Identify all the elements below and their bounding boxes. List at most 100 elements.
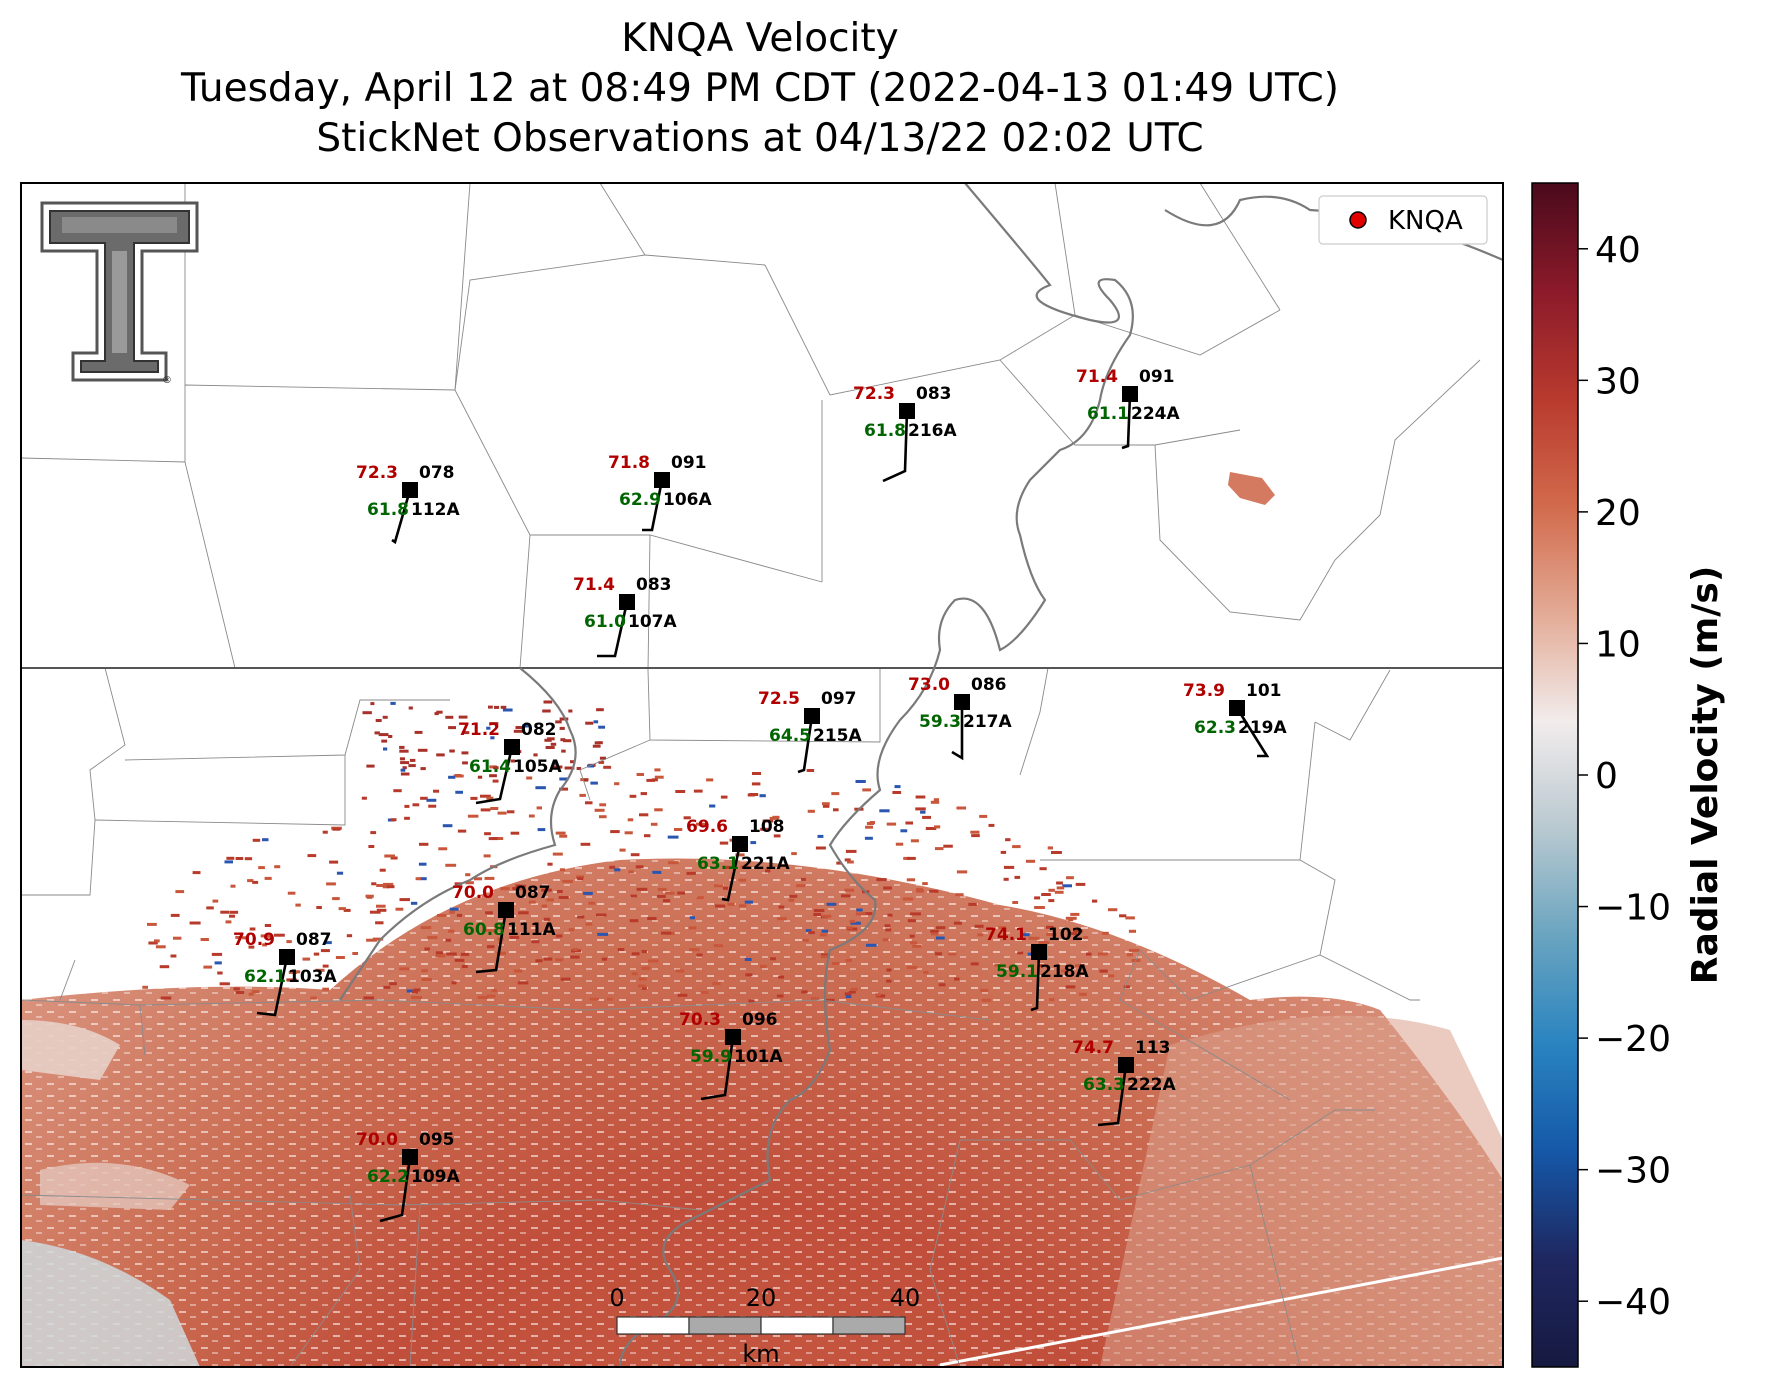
- radar-echo: [420, 767, 426, 771]
- radar-echo: [484, 832, 491, 836]
- radar-echo: [376, 908, 387, 912]
- radar-echo: [845, 995, 852, 998]
- station-106A[interactable]: 71.8 091 62.9 106A: [608, 453, 712, 532]
- radar-echo: [559, 868, 565, 872]
- station-218A[interactable]: 74.1 102 59.1 218A: [985, 925, 1089, 1012]
- radar-echo: [788, 898, 795, 902]
- radar-echo: [477, 995, 488, 999]
- station-219A[interactable]: 73.9 101 62.3 219A: [1183, 681, 1287, 758]
- radar-echo: [662, 899, 671, 903]
- radar-echo: [598, 725, 605, 729]
- radar-echo: [335, 956, 345, 959]
- radar-echo: [956, 870, 968, 874]
- radar-echo: [570, 955, 580, 959]
- radar-echo: [722, 886, 728, 890]
- radar-echo: [738, 878, 747, 882]
- radar-echo: [414, 730, 423, 734]
- radar-echo: [971, 834, 980, 838]
- radar-echo: [568, 709, 573, 713]
- station-temperature: 71.4: [573, 575, 615, 595]
- station-temperature: 74.1: [985, 925, 1027, 945]
- radar-echo: [624, 831, 633, 835]
- radar-echo: [585, 801, 593, 805]
- station-216A[interactable]: 72.3 083 61.8 216A: [853, 384, 957, 483]
- station-111A[interactable]: 70.0 087 60.8 111A: [452, 883, 556, 974]
- radar-echo-scatter: [142, 700, 1141, 1003]
- radar-echo: [1012, 901, 1019, 904]
- radar-echo: [696, 822, 704, 826]
- radar-echo: [674, 828, 683, 831]
- radar-echo: [497, 811, 507, 815]
- station-217A[interactable]: 73.0 086 59.3 217A: [908, 675, 1012, 761]
- radar-echo: [1070, 932, 1077, 936]
- radar-echo: [1046, 933, 1057, 936]
- radar-echo: [610, 830, 620, 834]
- station-wind-direction: 087: [296, 930, 332, 950]
- radar-echo: [248, 945, 255, 949]
- radar-echo: [224, 860, 233, 864]
- registered-mark: ®: [162, 375, 172, 386]
- station-215A[interactable]: 72.5 097 64.5 215A: [758, 689, 862, 774]
- radar-echo: [264, 924, 272, 927]
- station-107A[interactable]: 71.4 083 61.0 107A: [573, 575, 677, 658]
- radar-echo: [892, 791, 902, 794]
- radar-echo: [400, 772, 410, 776]
- radar-echo: [411, 996, 422, 999]
- radar-echo: [619, 848, 626, 852]
- radar-echo: [1009, 972, 1017, 976]
- radar-echo: [677, 891, 685, 895]
- radar-echo: [599, 756, 606, 760]
- radar-echo: [320, 949, 330, 953]
- radar-echo: [274, 865, 281, 869]
- radar-echo: [154, 939, 160, 943]
- station-wind-direction: 091: [1139, 367, 1175, 387]
- station-222A[interactable]: 74.7 113 63.3 222A: [1072, 1038, 1176, 1127]
- radar-echo: [241, 936, 249, 940]
- scale-tick-40: 40: [890, 1284, 921, 1312]
- radar-echo: [886, 822, 897, 826]
- radar-echo: [887, 913, 893, 917]
- radar-echo: [894, 785, 901, 789]
- radar-echo: [1075, 882, 1086, 886]
- radar-echo: [915, 795, 926, 799]
- station-112A[interactable]: 72.3 078 61.8 112A: [356, 463, 460, 545]
- radar-echo: [555, 958, 564, 962]
- radar-echo: [206, 906, 214, 910]
- station-wind-direction: 091: [671, 453, 707, 473]
- radar-echo: [445, 863, 457, 867]
- radar-echo: [560, 738, 566, 742]
- station-105A[interactable]: 71.2 082 61.4 105A: [458, 720, 562, 805]
- radar-echo: [907, 919, 916, 923]
- station-dewpoint: 63.3: [1083, 1075, 1125, 1095]
- radar-echo: [886, 968, 892, 972]
- radar-echo: [596, 708, 604, 712]
- station-id: 103A: [288, 967, 337, 987]
- radar-echo: [445, 938, 452, 942]
- radar-echo: [821, 953, 829, 957]
- station-marker: [402, 1149, 418, 1165]
- wind-barb: [475, 909, 508, 974]
- radar-echo: [689, 916, 695, 920]
- radar-echo: [375, 719, 382, 722]
- radar-echo: [650, 822, 658, 826]
- colorbar-tick-label: 40: [1595, 230, 1641, 271]
- radar-echo: [646, 778, 655, 782]
- radar-echo: [485, 911, 493, 915]
- station-224A[interactable]: 71.4 091 61.1 224A: [1076, 367, 1180, 450]
- station-101A[interactable]: 70.3 096 59.9 101A: [679, 1010, 783, 1101]
- radar-echo: [606, 997, 613, 1001]
- radar-echo: [393, 789, 402, 793]
- station-dewpoint: 64.5: [769, 726, 811, 746]
- radar-echo: [500, 887, 510, 891]
- radar-echo: [563, 739, 572, 743]
- radar-echo: [381, 739, 388, 743]
- radar-echo: [922, 882, 928, 886]
- wind-barb: [882, 410, 909, 483]
- station-221A[interactable]: 69.6 108 63.1 221A: [686, 817, 790, 902]
- station-103A[interactable]: 70.9 087 62.1 103A: [233, 930, 337, 1017]
- radar-echo: [808, 931, 815, 935]
- radar-echo: [212, 899, 219, 903]
- radar-echo: [455, 774, 462, 777]
- radar-echo: [907, 856, 916, 860]
- station-109A[interactable]: 70.0 095 62.2 109A: [356, 1130, 460, 1223]
